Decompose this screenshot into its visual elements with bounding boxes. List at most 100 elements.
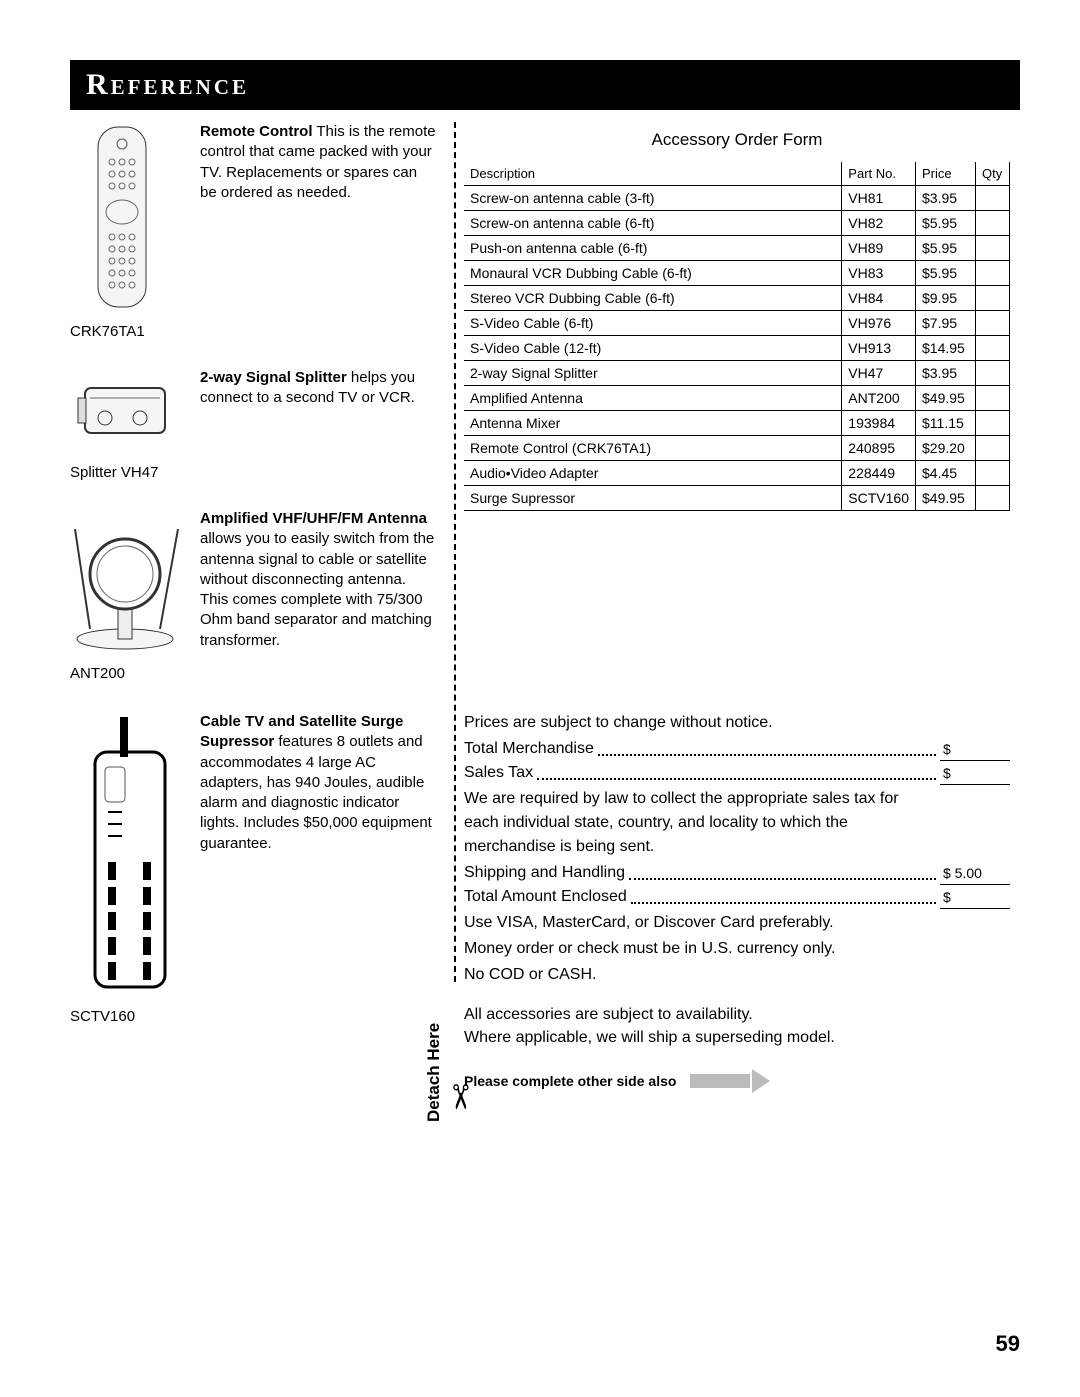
- antenna-icon: [70, 509, 190, 659]
- table-row: Monaural VCR Dubbing Cable (6-ft)VH83$5.…: [464, 261, 1010, 286]
- table-row: Antenna Mixer193984$11.15: [464, 411, 1010, 436]
- product-bold: 2-way Signal Splitter: [200, 369, 347, 386]
- product-bold: Amplified VHF/UHF/FM Antenna: [200, 510, 427, 527]
- table-row: 2-way Signal SplitterVH47$3.95: [464, 361, 1010, 386]
- product-desc: allows you to easily switch from the ant…: [200, 530, 434, 648]
- cell-qty[interactable]: [976, 361, 1010, 386]
- table-row: S-Video Cable (12-ft)VH913$14.95: [464, 336, 1010, 361]
- cell-price: $5.95: [916, 236, 976, 261]
- cell-part: SCTV160: [842, 486, 916, 511]
- cell-qty[interactable]: [976, 261, 1010, 286]
- cell-price: $49.95: [916, 386, 976, 411]
- cell-desc: Monaural VCR Dubbing Cable (6-ft): [464, 261, 842, 286]
- cell-qty[interactable]: [976, 486, 1010, 511]
- order-form-title: Accessory Order Form: [464, 130, 1010, 150]
- cell-price: $5.95: [916, 211, 976, 236]
- avail-note-1: All accessories are subject to availabil…: [464, 1003, 1010, 1026]
- product-splitter: Splitter VH47 2-way Signal Splitter help…: [70, 368, 436, 481]
- dots: [629, 878, 936, 880]
- dots: [537, 778, 936, 780]
- cell-qty[interactable]: [976, 386, 1010, 411]
- cell-price: $29.20: [916, 436, 976, 461]
- cell-price: $3.95: [916, 361, 976, 386]
- product-caption: ANT200: [70, 665, 125, 682]
- salestax-label: Sales Tax: [464, 761, 533, 785]
- total-enclosed-label: Total Amount Enclosed: [464, 885, 627, 909]
- detach-label: Detach Here: [424, 1023, 444, 1122]
- col-part: Part No.: [842, 162, 916, 186]
- cell-qty[interactable]: [976, 311, 1010, 336]
- cell-qty[interactable]: [976, 461, 1010, 486]
- complete-row: Please complete other side also: [464, 1069, 1010, 1093]
- cell-part: 193984: [842, 411, 916, 436]
- product-text: Amplified VHF/UHF/FM Antenna allows you …: [200, 509, 436, 682]
- table-row: Push-on antenna cable (6-ft)VH89$5.95: [464, 236, 1010, 261]
- cell-qty[interactable]: [976, 286, 1010, 311]
- cell-price: $14.95: [916, 336, 976, 361]
- product-surge: SCTV160 Cable TV and Satellite Surge Sup…: [70, 712, 436, 1025]
- cell-price: $3.95: [916, 186, 976, 211]
- cell-part: VH83: [842, 261, 916, 286]
- price-notice: Prices are subject to change without not…: [464, 711, 1010, 735]
- cell-part: ANT200: [842, 386, 916, 411]
- cell-part: VH82: [842, 211, 916, 236]
- cell-desc: Amplified Antenna: [464, 386, 842, 411]
- col-price: Price: [916, 162, 976, 186]
- complete-note: Please complete other side also: [464, 1073, 676, 1089]
- product-bold: Remote Control: [200, 123, 313, 140]
- avail-note-2: Where applicable, we will ship a superse…: [464, 1026, 1010, 1049]
- cell-desc: Screw-on antenna cable (6-ft): [464, 211, 842, 236]
- product-caption: Splitter VH47: [70, 464, 158, 481]
- remote-icon: [70, 122, 180, 317]
- col-qty: Qty: [976, 162, 1010, 186]
- cell-qty[interactable]: [976, 186, 1010, 211]
- cell-desc: Screw-on antenna cable (3-ft): [464, 186, 842, 211]
- cell-qty[interactable]: [976, 211, 1010, 236]
- table-row: Audio•Video Adapter228449$4.45: [464, 461, 1010, 486]
- cell-price: $9.95: [916, 286, 976, 311]
- cell-desc: Remote Control (CRK76TA1): [464, 436, 842, 461]
- table-row: Amplified AntennaANT200$49.95: [464, 386, 1010, 411]
- header-bar: Reference: [70, 60, 1020, 110]
- product-desc: features 8 outlets and accommodates 4 la…: [200, 733, 432, 851]
- cod-note: No COD or CASH.: [464, 963, 1010, 987]
- dots: [598, 754, 936, 756]
- table-row: Surge SupressorSCTV160$49.95: [464, 486, 1010, 511]
- arrow-icon: [752, 1069, 770, 1093]
- product-text: Cable TV and Satellite Surge Supressor f…: [200, 712, 436, 1025]
- product-text: Remote Control This is the remote contro…: [200, 122, 436, 340]
- product-antenna: ANT200 Amplified VHF/UHF/FM Antenna allo…: [70, 509, 436, 682]
- table-row: Screw-on antenna cable (3-ft)VH81$3.95: [464, 186, 1010, 211]
- cell-price: $4.45: [916, 461, 976, 486]
- cell-qty[interactable]: [976, 411, 1010, 436]
- cell-qty[interactable]: [976, 236, 1010, 261]
- cell-desc: Push-on antenna cable (6-ft): [464, 236, 842, 261]
- cell-desc: 2-way Signal Splitter: [464, 361, 842, 386]
- cell-price: $7.95: [916, 311, 976, 336]
- col-description: Description: [464, 162, 842, 186]
- merchandise-amount[interactable]: $: [940, 739, 1010, 761]
- cell-price: $11.15: [916, 411, 976, 436]
- right-column: Detach Here Accessory Order Form Descrip…: [450, 122, 1010, 1093]
- product-caption: SCTV160: [70, 1008, 135, 1025]
- cell-price: $49.95: [916, 486, 976, 511]
- product-caption: CRK76TA1: [70, 323, 145, 340]
- salestax-amount[interactable]: $: [940, 763, 1010, 785]
- product-text: 2-way Signal Splitter helps you connect …: [200, 368, 436, 481]
- cell-desc: S-Video Cable (12-ft): [464, 336, 842, 361]
- dots: [631, 902, 936, 904]
- table-row: Screw-on antenna cable (6-ft)VH82$5.95: [464, 211, 1010, 236]
- table-row: Stereo VCR Dubbing Cable (6-ft)VH84$9.95: [464, 286, 1010, 311]
- cell-qty[interactable]: [976, 436, 1010, 461]
- table-header-row: Description Part No. Price Qty: [464, 162, 1010, 186]
- merchandise-label: Total Merchandise: [464, 737, 594, 761]
- surge-icon: [70, 712, 185, 1002]
- cell-part: VH89: [842, 236, 916, 261]
- total-enclosed-amount[interactable]: $: [940, 887, 1010, 909]
- tax-note: We are required by law to collect the ap…: [464, 787, 914, 859]
- cell-qty[interactable]: [976, 336, 1010, 361]
- table-row: Remote Control (CRK76TA1)240895$29.20: [464, 436, 1010, 461]
- cell-price: $5.95: [916, 261, 976, 286]
- cell-desc: Stereo VCR Dubbing Cable (6-ft): [464, 286, 842, 311]
- cell-desc: Audio•Video Adapter: [464, 461, 842, 486]
